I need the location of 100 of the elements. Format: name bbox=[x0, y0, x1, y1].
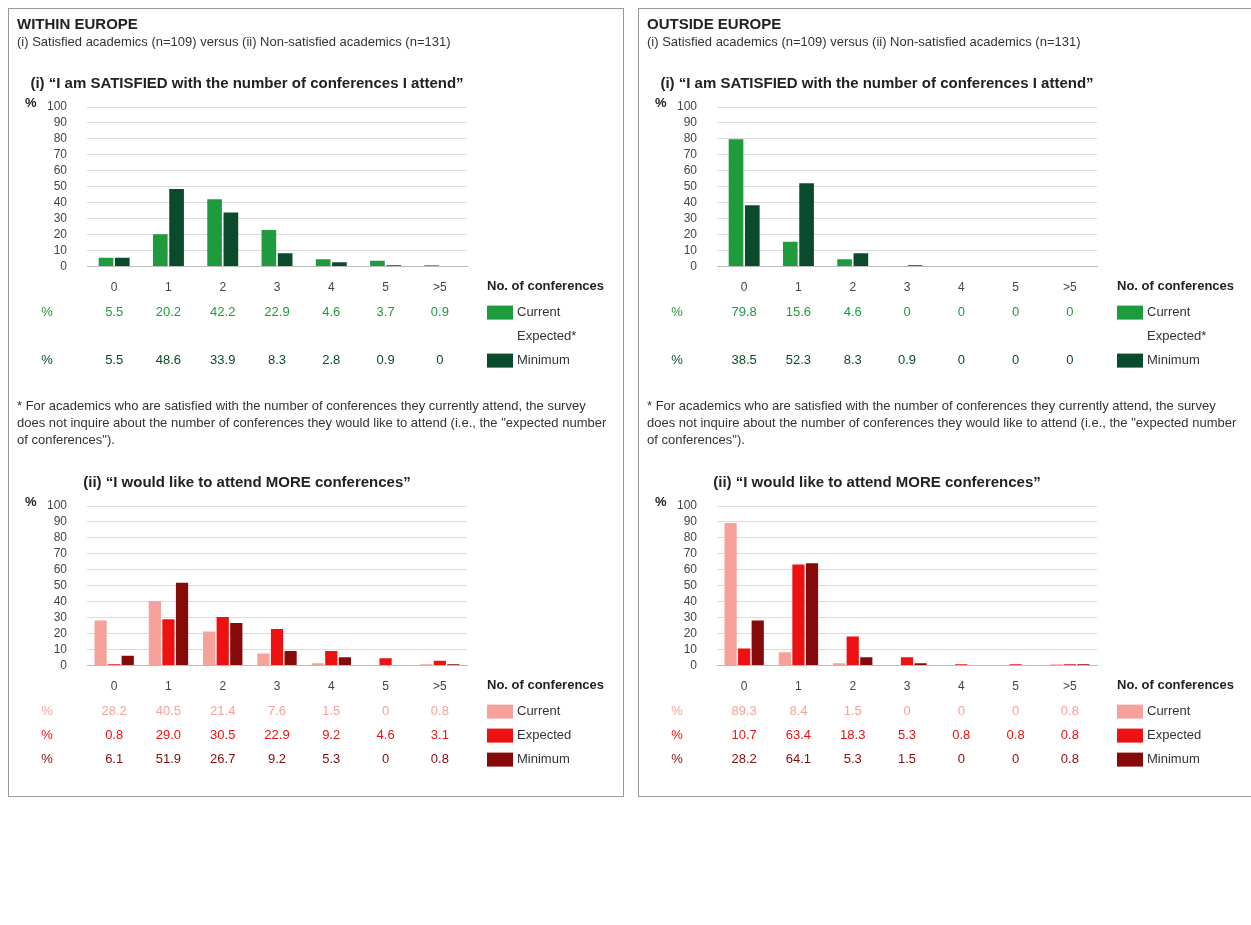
y-tick-label: 50 bbox=[53, 179, 68, 194]
data-label: 0 bbox=[903, 304, 911, 320]
data-label: 0 bbox=[957, 751, 965, 767]
y-tick-label: 10 bbox=[53, 641, 68, 656]
bar bbox=[799, 183, 814, 267]
y-axis-title: % bbox=[25, 493, 37, 509]
bar bbox=[230, 622, 243, 666]
data-label: 10.7 bbox=[731, 727, 757, 743]
data-label: 33.9 bbox=[210, 352, 236, 368]
x-tick-label: 1 bbox=[165, 679, 173, 694]
bar bbox=[277, 253, 293, 267]
x-tick-label: 5 bbox=[382, 280, 390, 295]
x-tick-label: >5 bbox=[1063, 280, 1078, 295]
bar bbox=[805, 563, 819, 666]
y-tick-label: 30 bbox=[53, 610, 68, 625]
legend-label: Current bbox=[517, 304, 561, 320]
y-tick-label: 70 bbox=[53, 147, 68, 162]
data-label: 0 bbox=[1011, 751, 1020, 767]
data-label: 9.2 bbox=[267, 751, 287, 767]
data-label: 6.1 bbox=[105, 751, 124, 767]
x-tick-label: 2 bbox=[219, 280, 227, 295]
bar bbox=[744, 205, 760, 267]
data-label: 79.8 bbox=[731, 304, 757, 320]
bar bbox=[338, 657, 351, 666]
x-tick-label: 0 bbox=[110, 679, 118, 694]
data-label: 51.9 bbox=[155, 751, 182, 767]
bar bbox=[207, 199, 222, 267]
text: Expected* bbox=[517, 328, 577, 344]
y-tick-label: 60 bbox=[683, 562, 698, 577]
x-tick-label: 1 bbox=[165, 280, 173, 295]
x-tick-label: 3 bbox=[903, 280, 911, 295]
y-tick-label: 80 bbox=[53, 131, 68, 146]
y-tick-label: 100 bbox=[676, 498, 698, 513]
text: % bbox=[41, 727, 53, 743]
legend-label: Minimum bbox=[517, 352, 570, 368]
data-label: 5.3 bbox=[843, 751, 862, 767]
y-tick-label: 40 bbox=[53, 594, 68, 609]
data-label: 0 bbox=[1011, 703, 1020, 719]
text: (i) Satisfied academics (n=109) versus (ii) Non-satisfied academics (n=131) bbox=[647, 34, 1082, 49]
y-tick-label: 80 bbox=[683, 131, 698, 146]
bar bbox=[98, 257, 114, 267]
x-tick-label: 3 bbox=[903, 679, 911, 694]
y-tick-label: 50 bbox=[683, 179, 698, 194]
data-label: 0 bbox=[957, 352, 965, 368]
y-tick-label: 30 bbox=[683, 211, 698, 226]
data-label: 8.4 bbox=[789, 703, 808, 719]
y-tick-label: 40 bbox=[53, 195, 68, 210]
bar bbox=[860, 657, 873, 666]
y-axis-title: % bbox=[655, 94, 667, 110]
y-tick-label: 90 bbox=[53, 115, 68, 130]
x-axis-title: No. of conferences bbox=[487, 278, 605, 294]
y-tick-label: 90 bbox=[683, 115, 698, 130]
text: OUTSIDE EUROPE bbox=[647, 15, 783, 32]
bar bbox=[846, 636, 859, 666]
chart-title: (ii) “I would like to attend MORE conferences” bbox=[713, 473, 1041, 491]
data-label: 0 bbox=[1066, 352, 1074, 368]
bar bbox=[325, 650, 338, 666]
x-tick-label: 5 bbox=[1012, 280, 1020, 295]
data-label: 0 bbox=[957, 304, 965, 320]
y-tick-label: 10 bbox=[683, 641, 698, 656]
text: % bbox=[671, 352, 683, 368]
data-label: 63.4 bbox=[785, 727, 812, 743]
x-tick-label: 0 bbox=[740, 280, 748, 295]
data-label: 0 bbox=[1066, 304, 1074, 320]
data-label: 20.2 bbox=[155, 304, 182, 320]
text: % bbox=[671, 304, 683, 320]
data-label: 4.6 bbox=[376, 727, 395, 743]
x-axis-title: No. of conferences bbox=[1117, 677, 1235, 693]
bar bbox=[782, 241, 798, 267]
x-tick-label: >5 bbox=[1063, 679, 1078, 694]
y-tick-label: 100 bbox=[46, 498, 68, 513]
text: * For academics who are satisfied with the number of conferences they currently attend, the survey does not inquire about the number of conferences they would like to attend (i.e., the "expected number of conferences"). bbox=[647, 397, 1237, 448]
y-tick-label: 0 bbox=[60, 657, 68, 672]
y-tick-label: 40 bbox=[683, 195, 698, 210]
data-label: 2.8 bbox=[322, 352, 341, 368]
text: % bbox=[671, 727, 683, 743]
y-tick-label: 90 bbox=[683, 514, 698, 529]
text: WITHIN EUROPE bbox=[17, 15, 139, 32]
y-tick-label: 0 bbox=[60, 258, 68, 273]
bar bbox=[792, 564, 805, 666]
data-label: 9.2 bbox=[322, 727, 341, 743]
data-label: 52.3 bbox=[785, 352, 812, 368]
legend-label: Minimum bbox=[1147, 352, 1200, 368]
data-label: 7.6 bbox=[267, 703, 287, 719]
y-axis-title: % bbox=[655, 493, 667, 509]
data-label: 5.3 bbox=[322, 751, 341, 767]
data-label: 0.8 bbox=[1006, 727, 1025, 743]
data-label: 0.8 bbox=[1060, 727, 1079, 743]
bar bbox=[152, 234, 168, 267]
bar bbox=[724, 523, 737, 666]
text: % bbox=[671, 703, 683, 719]
x-tick-label: 2 bbox=[849, 280, 857, 295]
x-tick-label: >5 bbox=[433, 280, 448, 295]
y-tick-label: 70 bbox=[683, 546, 698, 561]
bar bbox=[223, 212, 239, 267]
data-label: 0.9 bbox=[897, 352, 917, 368]
y-tick-label: 40 bbox=[683, 594, 698, 609]
data-label: 0.8 bbox=[430, 751, 449, 767]
text: (i) Satisfied academics (n=109) versus (ii) Non-satisfied academics (n=131) bbox=[17, 34, 452, 49]
bar bbox=[175, 582, 189, 666]
